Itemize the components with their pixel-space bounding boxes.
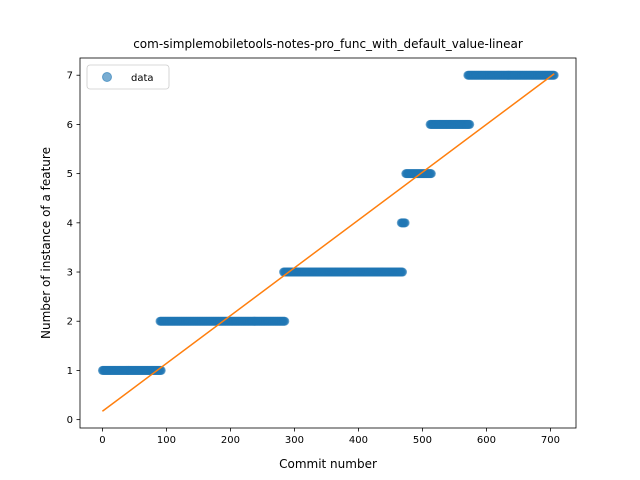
y-tick-label: 1 (67, 366, 73, 377)
data-point (426, 169, 436, 179)
data-point (400, 218, 410, 228)
data-segment-y7 (463, 70, 559, 80)
y-tick-label: 4 (67, 218, 73, 229)
data-segment-y3 (279, 267, 408, 277)
x-tick-label: 300 (285, 435, 304, 446)
x-tick-label: 0 (99, 435, 105, 446)
data-point (398, 267, 408, 277)
y-axis: 0 1 2 3 4 5 6 7 (67, 71, 80, 426)
x-tick-label: 700 (541, 435, 560, 446)
axes-frame (79, 57, 577, 429)
linear-fit-line (101, 73, 555, 412)
chart-title: com-simplemobiletools-notes-pro_func_wit… (133, 37, 523, 51)
data-segment-y1 (97, 365, 166, 375)
legend: data (86, 64, 170, 90)
plot-area (97, 70, 559, 412)
y-axis-label: Number of instance of a feature (39, 147, 53, 339)
data-segment-y5 (401, 169, 436, 179)
x-tick-label: 500 (413, 435, 432, 446)
y-tick-label: 7 (67, 71, 73, 82)
y-tick-label: 3 (67, 268, 73, 279)
data-point (280, 316, 290, 326)
x-axis: 0 100 200 300 400 500 600 700 (99, 428, 560, 446)
y-tick-label: 0 (67, 415, 73, 426)
data-segment-y2 (155, 316, 290, 326)
y-tick-label: 6 (67, 120, 73, 131)
legend-box (86, 64, 170, 90)
data-segment-y4 (396, 218, 410, 228)
y-tick-label: 2 (67, 317, 73, 328)
legend-marker-data (102, 72, 112, 82)
data-point (549, 70, 559, 80)
x-tick-label: 600 (477, 435, 496, 446)
y-tick-label: 5 (67, 169, 73, 180)
legend-label-data: data (131, 73, 154, 84)
x-axis-label: Commit number (279, 457, 377, 471)
x-tick-label: 400 (349, 435, 368, 446)
x-tick-label: 200 (221, 435, 240, 446)
data-segment-y6 (425, 119, 475, 129)
x-tick-label: 100 (157, 435, 176, 446)
data-point (465, 119, 475, 129)
